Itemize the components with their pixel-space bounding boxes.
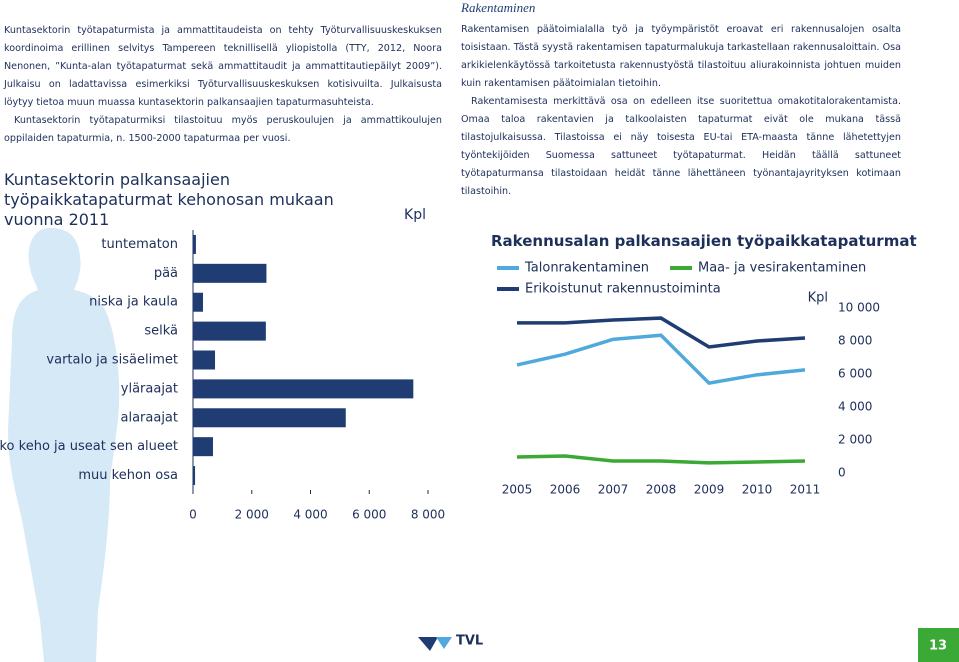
silhouette xyxy=(8,228,120,662)
y-tick-label: 0 xyxy=(838,466,846,480)
legend-label: Talonrakentaminen xyxy=(524,261,649,276)
series-line xyxy=(516,333,806,385)
y-tick-label: tuntematon xyxy=(101,237,178,252)
logo-mark xyxy=(418,637,438,651)
y-tick-label: muu kehon osa xyxy=(78,468,178,483)
bar xyxy=(193,234,196,254)
x-tick-label: 2005 xyxy=(502,483,533,497)
legend-label: Maa- ja vesirakentaminen xyxy=(698,261,866,276)
legend-label: Erikoistunut rakennustoiminta xyxy=(525,282,721,297)
section-heading: Rakentaminen xyxy=(461,0,536,15)
y-tick-label: koko keho ja useat sen alueet xyxy=(0,439,178,454)
x-tick-label: 2007 xyxy=(598,483,629,497)
x-tick-label: 4 000 xyxy=(293,508,327,522)
y-tick-label: yläraajat xyxy=(121,381,178,396)
x-tick-label: 8 000 xyxy=(411,508,445,522)
bar xyxy=(193,292,203,312)
bar xyxy=(193,350,216,370)
right-text: Rakentamisen päätoimialalla työ ja työym… xyxy=(461,21,901,201)
y-tick-label: 8 000 xyxy=(838,334,872,348)
logo-text: TVL xyxy=(456,634,483,649)
y-tick-label: niska ja kaula xyxy=(89,295,178,310)
series-line xyxy=(517,316,806,349)
y-tick-label: selkä xyxy=(144,324,178,339)
x-tick-label: 2008 xyxy=(646,483,677,497)
paragraph: Kuntasektorin työtapaturmista ja ammatti… xyxy=(4,25,442,108)
unit-label: Kpl xyxy=(404,207,426,223)
bar xyxy=(193,466,196,486)
y-tick-label: vartalo ja sisäelimet xyxy=(46,353,178,368)
bar xyxy=(193,263,267,283)
bar xyxy=(193,437,213,457)
y-tick-label: 10 000 xyxy=(838,301,880,315)
y-tick-label: 2 000 xyxy=(838,433,872,447)
chart-title: Kuntasektorin palkansaajien työpaikkatap… xyxy=(4,170,334,229)
paragraph: Rakentamisen päätoimialalla työ ja työym… xyxy=(461,24,901,89)
bar xyxy=(193,408,346,428)
x-tick-label: 2 000 xyxy=(235,508,269,522)
unit-label: Kpl xyxy=(808,291,828,306)
y-tick-label: 4 000 xyxy=(838,400,872,414)
x-tick-label: 0 xyxy=(189,508,197,522)
x-tick-label: 6 000 xyxy=(352,508,386,522)
x-tick-label: 2009 xyxy=(694,483,725,497)
x-tick-label: 2010 xyxy=(742,483,773,497)
y-tick-label: alaraajat xyxy=(121,410,179,425)
y-tick-label: pää xyxy=(154,266,178,281)
x-tick-label: 2011 xyxy=(790,483,821,497)
page-number: 13 xyxy=(929,639,947,654)
paragraph: Rakentamisesta merkittävä osa on edellee… xyxy=(461,96,901,197)
chart-title: Rakennusalan palkansaajien työpaikkatapa… xyxy=(491,232,917,250)
page-number-box xyxy=(918,628,959,662)
series-line xyxy=(516,454,806,465)
bar xyxy=(193,379,414,399)
left-text: Kuntasektorin työtapaturmista ja ammatti… xyxy=(4,22,442,148)
x-tick-label: 2006 xyxy=(550,483,581,497)
y-tick-label: 6 000 xyxy=(838,367,872,381)
bar xyxy=(193,321,266,341)
logo-mark xyxy=(436,637,452,649)
paragraph: Kuntasektorin työtapaturmiksi tilastoitu… xyxy=(4,115,442,144)
